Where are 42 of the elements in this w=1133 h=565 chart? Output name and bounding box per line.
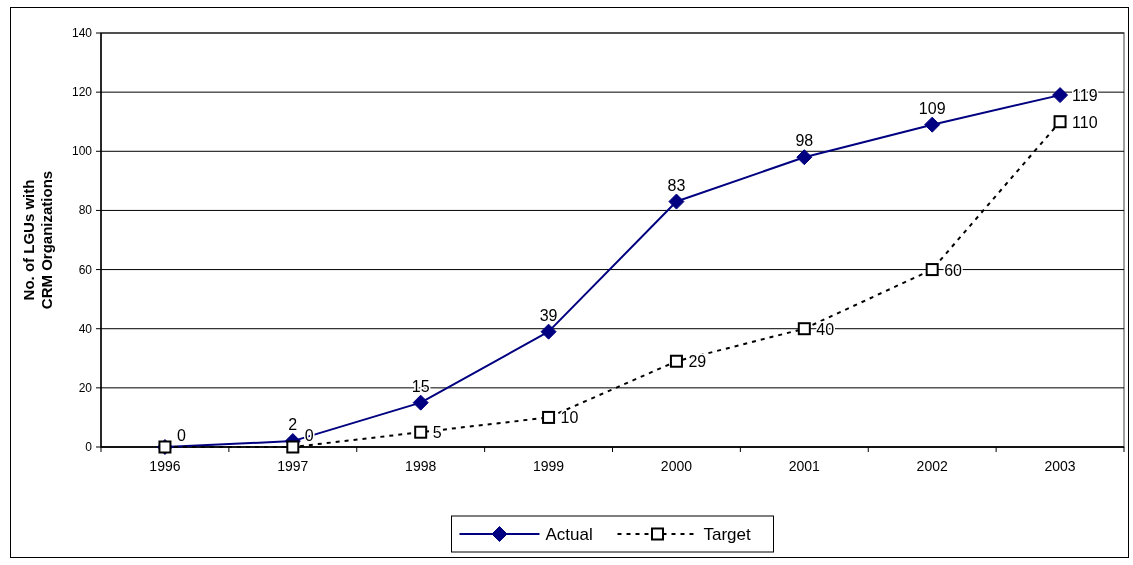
x-tick-label: 2000 [660,458,693,474]
x-tick-label: 1996 [149,458,181,474]
x-tick-label: 1999 [532,458,565,474]
x-tick-label: 1998 [405,458,437,474]
data-label: 29 [688,353,707,371]
y-tick-label: 20 [78,380,93,395]
point [286,440,300,454]
legend-label: Actual [545,525,593,544]
data-label: 5 [432,424,442,442]
point [669,354,683,368]
data-label: 110 [1072,113,1098,131]
point [1052,87,1069,104]
point [414,425,428,439]
point [797,322,811,336]
point [540,323,557,340]
y-tick-label: 60 [78,262,93,277]
point [1053,115,1067,129]
y-tick-label: 120 [71,85,93,100]
point [924,116,941,133]
y-tick-label: 40 [78,321,93,336]
x-tick-label: 1997 [277,458,309,474]
data-label: 109 [918,99,946,117]
point [542,410,556,424]
point [668,193,685,210]
x-tick-label: 2003 [1044,458,1076,474]
legend-label: Target [703,525,752,544]
point [796,149,813,166]
data-label: 0 [176,427,186,444]
data-label: 39 [539,306,558,324]
x-tick-label: 2002 [916,458,948,474]
point [412,394,429,411]
data-label: 10 [560,409,579,427]
data-label: 2 [288,416,298,434]
y-tick-label: 80 [78,203,93,218]
point [925,263,939,277]
y-tick-label: 100 [71,144,93,159]
y-tick-label: 140 [71,26,93,40]
y-axis-title: No. of LGUs with CRM Organizations [20,170,55,310]
data-label: 98 [795,132,814,150]
data-label: 83 [667,176,686,194]
y-tick-label: 0 [85,440,93,454]
x-tick-label: 2001 [788,458,821,474]
